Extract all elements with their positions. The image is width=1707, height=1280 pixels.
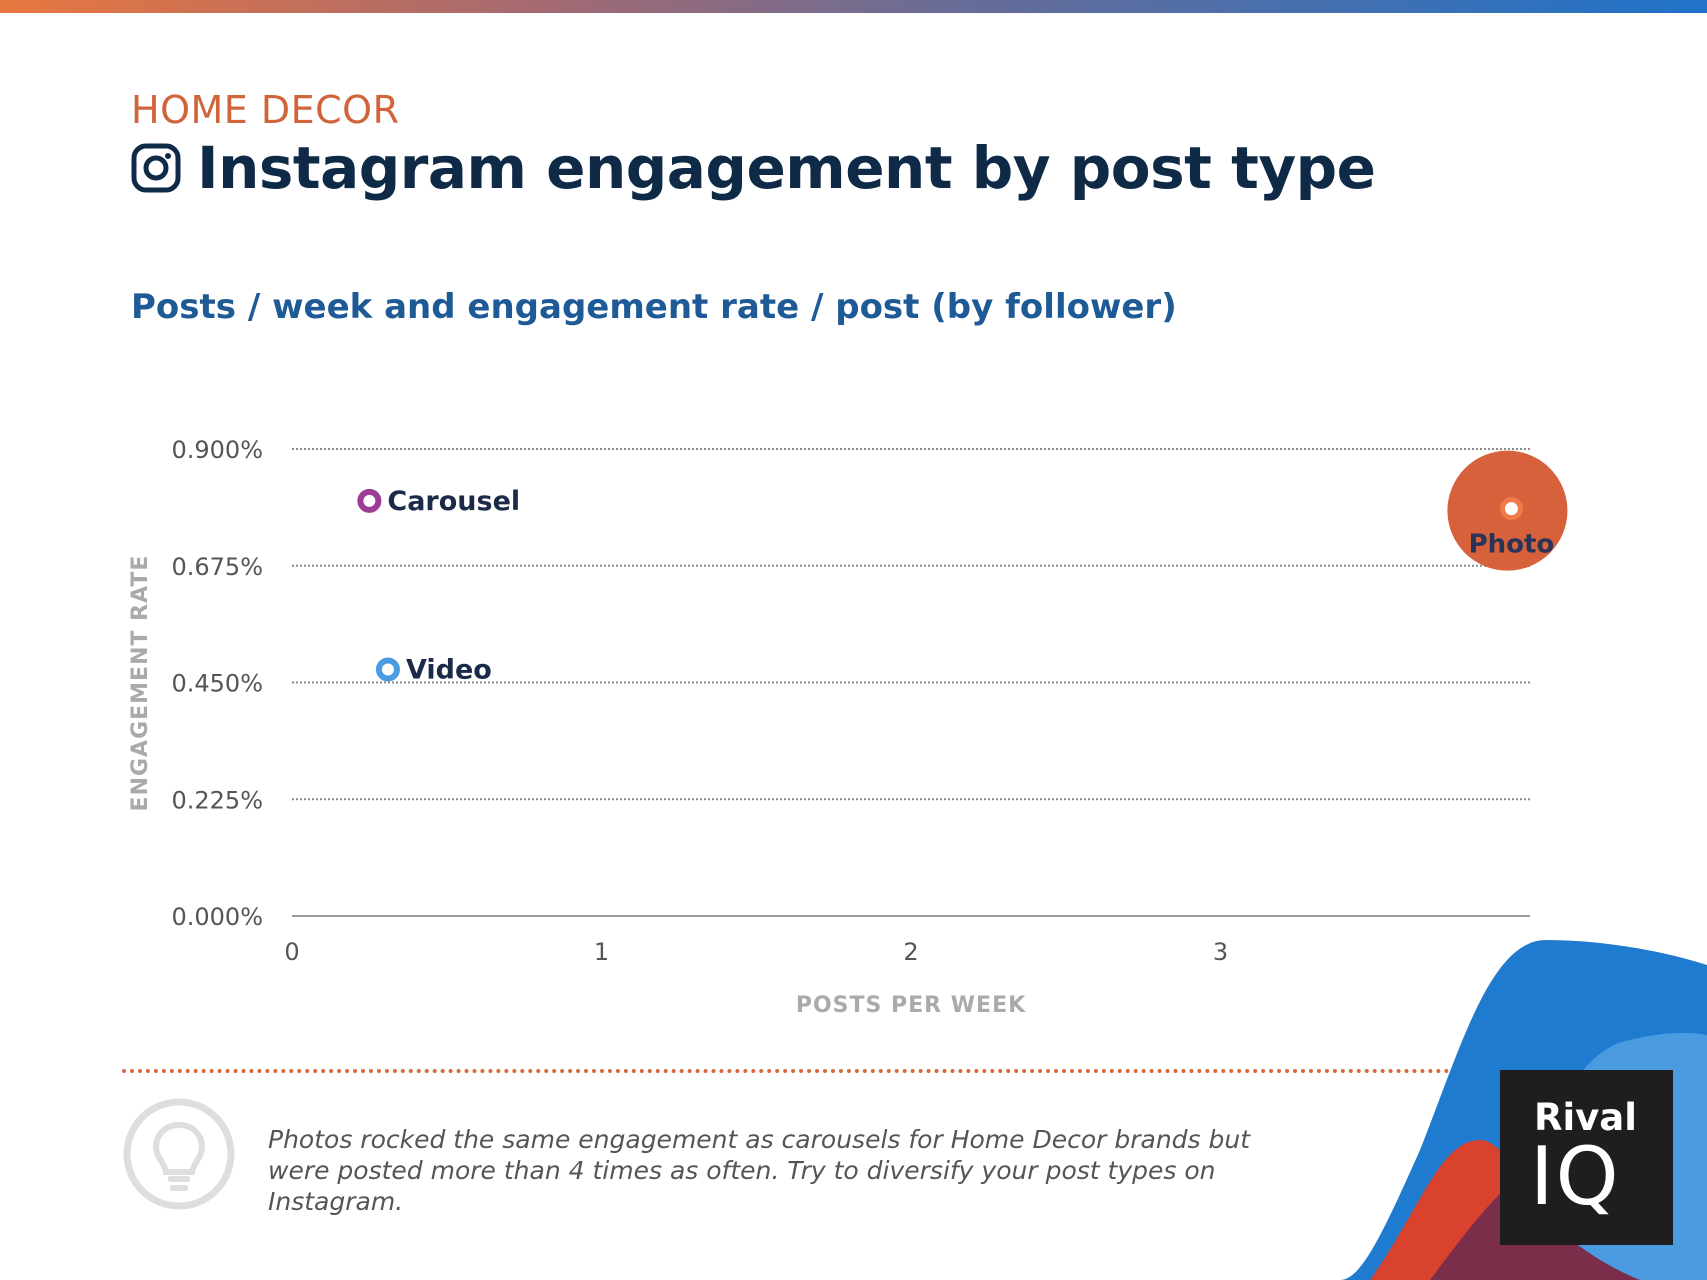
- logo-iq-text: IQ: [1530, 1130, 1621, 1223]
- data-point-video: [375, 657, 400, 682]
- page-title: Instagram engagement by post type: [197, 134, 1376, 202]
- top-gradient-bar: [0, 0, 1707, 13]
- x-tick-label: 1: [594, 938, 609, 966]
- y-tick-label: 0.675%: [171, 553, 263, 581]
- x-tick-label: 2: [903, 938, 918, 966]
- logo-rival-text: Rival: [1534, 1096, 1637, 1139]
- scatter-chart: 0.000%0.225%0.450%0.675%0.900%01234POSTS…: [128, 436, 1568, 1018]
- x-tick-label: 3: [1213, 938, 1228, 966]
- lightbulb-icon: [123, 1098, 235, 1210]
- y-tick-label: 0.225%: [171, 786, 263, 814]
- y-tick-label: 0.900%: [171, 436, 263, 464]
- data-point-photo: [1499, 497, 1523, 521]
- chart-subtitle: Posts / week and engagement rate / post …: [131, 287, 1177, 327]
- category-label: HOME DECOR: [131, 88, 400, 132]
- x-axis-label: POSTS PER WEEK: [796, 993, 1026, 1018]
- instagram-icon: [131, 143, 181, 193]
- point-label-carousel: Carousel: [387, 486, 520, 517]
- point-label-video: Video: [406, 655, 492, 686]
- insight-text: Photos rocked the same engagement as car…: [268, 1125, 1251, 1216]
- y-tick-label: 0.450%: [171, 670, 263, 698]
- rival-iq-logo: Rival IQ: [1500, 1070, 1673, 1245]
- point-label-photo: Photo: [1469, 530, 1555, 560]
- title-row: Instagram engagement by post type: [131, 134, 1376, 202]
- x-tick-label: 0: [284, 938, 299, 966]
- y-axis-label: ENGAGEMENT RATE: [128, 555, 153, 812]
- data-point-carousel: [357, 488, 382, 513]
- divider: [122, 1069, 1458, 1073]
- y-tick-label: 0.000%: [171, 903, 263, 931]
